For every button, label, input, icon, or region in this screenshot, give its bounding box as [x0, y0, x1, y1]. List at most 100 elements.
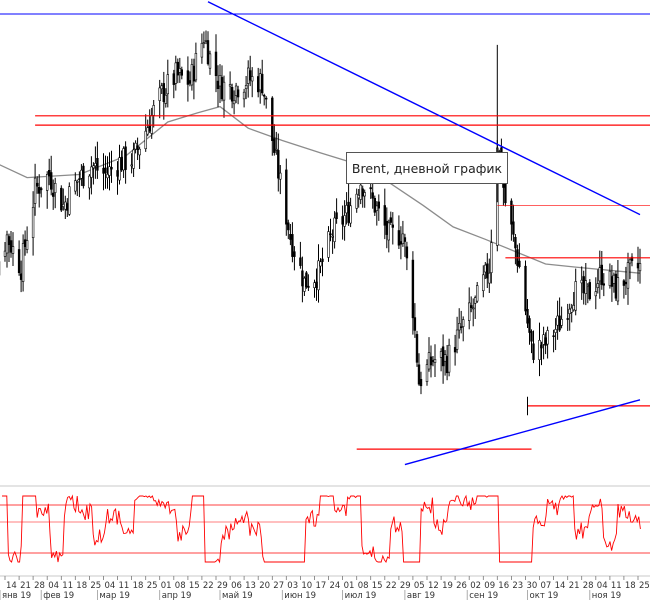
candle-body [260, 73, 264, 94]
candlestick [313, 279, 316, 298]
x-tick-label: 01 [344, 581, 355, 591]
candle-body [162, 83, 165, 103]
x-tick-label: 14 [555, 581, 566, 591]
candlestick [285, 158, 288, 236]
candlestick [258, 68, 262, 104]
candlestick [53, 177, 57, 209]
candlestick [405, 241, 409, 271]
candle-body [544, 337, 547, 346]
candlestick [45, 171, 49, 209]
x-tick-label: 11 [119, 581, 130, 591]
candle-body [202, 42, 206, 45]
candlestick [594, 277, 598, 310]
candle-body [598, 267, 602, 282]
candlestick [403, 233, 407, 257]
candlestick [273, 124, 276, 156]
candlestick [307, 274, 310, 291]
candle-body [275, 148, 278, 151]
candle-body [439, 351, 443, 358]
candlestick [162, 71, 165, 120]
candle-body [542, 334, 545, 345]
candle-body [417, 364, 421, 385]
x-tick-label: 05 [414, 581, 425, 591]
candlestick [164, 88, 167, 108]
candlestick [291, 222, 294, 263]
candlestick [264, 96, 268, 109]
candlestick [37, 174, 41, 208]
candlestick [279, 165, 282, 195]
candlestick [413, 303, 417, 338]
candle-body [251, 76, 254, 82]
x-tick-label: 26 [456, 581, 467, 591]
candlestick [329, 218, 332, 242]
candle-body [228, 84, 232, 87]
candlestick [160, 82, 163, 94]
chart-title: Brent, дневной график [346, 152, 508, 184]
candlestick [236, 85, 240, 105]
candle-body [33, 177, 37, 204]
candlestick [172, 69, 175, 99]
candlestick [68, 182, 71, 216]
candlestick [528, 315, 531, 345]
candle-body [186, 70, 190, 85]
candle-body [475, 285, 479, 302]
candle-body [482, 274, 485, 291]
candle-body [220, 77, 224, 100]
month-label: май 19 [222, 591, 253, 600]
x-tick-label: 18 [76, 581, 87, 591]
candlestick [174, 55, 177, 91]
candle-body [375, 205, 378, 211]
month-label: июн 19 [284, 591, 316, 600]
candlestick [21, 234, 25, 292]
candle-body [461, 319, 465, 327]
x-tick-label: 21 [20, 581, 31, 591]
candle-body [638, 263, 642, 272]
candlestick [80, 164, 83, 186]
candle-body [90, 166, 93, 178]
candlestick [473, 295, 477, 319]
x-tick-label: 22 [203, 581, 214, 591]
candlestick [25, 226, 29, 254]
candle-body [467, 302, 471, 321]
candle-body [528, 318, 531, 333]
candle-body [397, 230, 401, 246]
candlestick [92, 162, 95, 185]
candlestick [600, 251, 604, 290]
moving-average-line [0, 105, 641, 274]
candle-body [488, 272, 491, 284]
candle-body [530, 331, 533, 342]
candle-body [25, 240, 29, 250]
candle-body [120, 157, 123, 171]
candle-body [293, 251, 296, 257]
candlestick [106, 156, 109, 189]
x-tick-label: 12 [428, 581, 439, 591]
candle-body [104, 167, 107, 174]
candle-body [303, 277, 306, 292]
candlestick [616, 260, 620, 306]
candlestick [49, 155, 53, 196]
candlestick [51, 179, 55, 210]
candle-body [273, 138, 276, 153]
x-tick-label: 17 [316, 581, 327, 591]
candle-body [232, 100, 236, 105]
x-tick-label: 23 [512, 581, 523, 591]
candle-body [160, 85, 163, 90]
x-tick-label: 25 [90, 581, 101, 591]
candle-body [383, 205, 386, 226]
candlestick [540, 341, 543, 366]
candlestick [588, 279, 592, 301]
candlestick [461, 316, 465, 342]
candle-body [413, 317, 417, 331]
candlestick [542, 326, 545, 360]
candlestick [204, 30, 208, 45]
candle-body [178, 68, 181, 73]
candle-body [401, 233, 405, 244]
candle-body [262, 94, 266, 97]
candlestick [628, 258, 632, 280]
candlestick [158, 79, 161, 119]
candlestick [584, 263, 588, 306]
candle-body [150, 115, 153, 134]
candle-body [524, 265, 527, 312]
candlestick [554, 318, 557, 350]
candle-body [512, 221, 515, 235]
